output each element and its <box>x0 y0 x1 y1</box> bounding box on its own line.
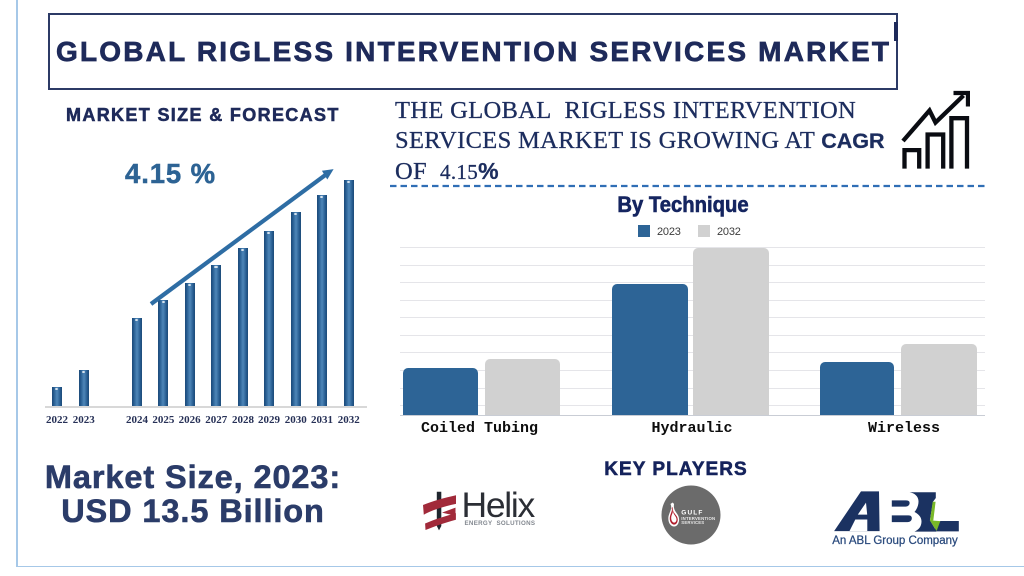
svg-text:INTERVENTION: INTERVENTION <box>681 516 715 521</box>
svg-text:GULF: GULF <box>681 510 703 517</box>
svg-text:SERVICES: SERVICES <box>681 520 704 525</box>
